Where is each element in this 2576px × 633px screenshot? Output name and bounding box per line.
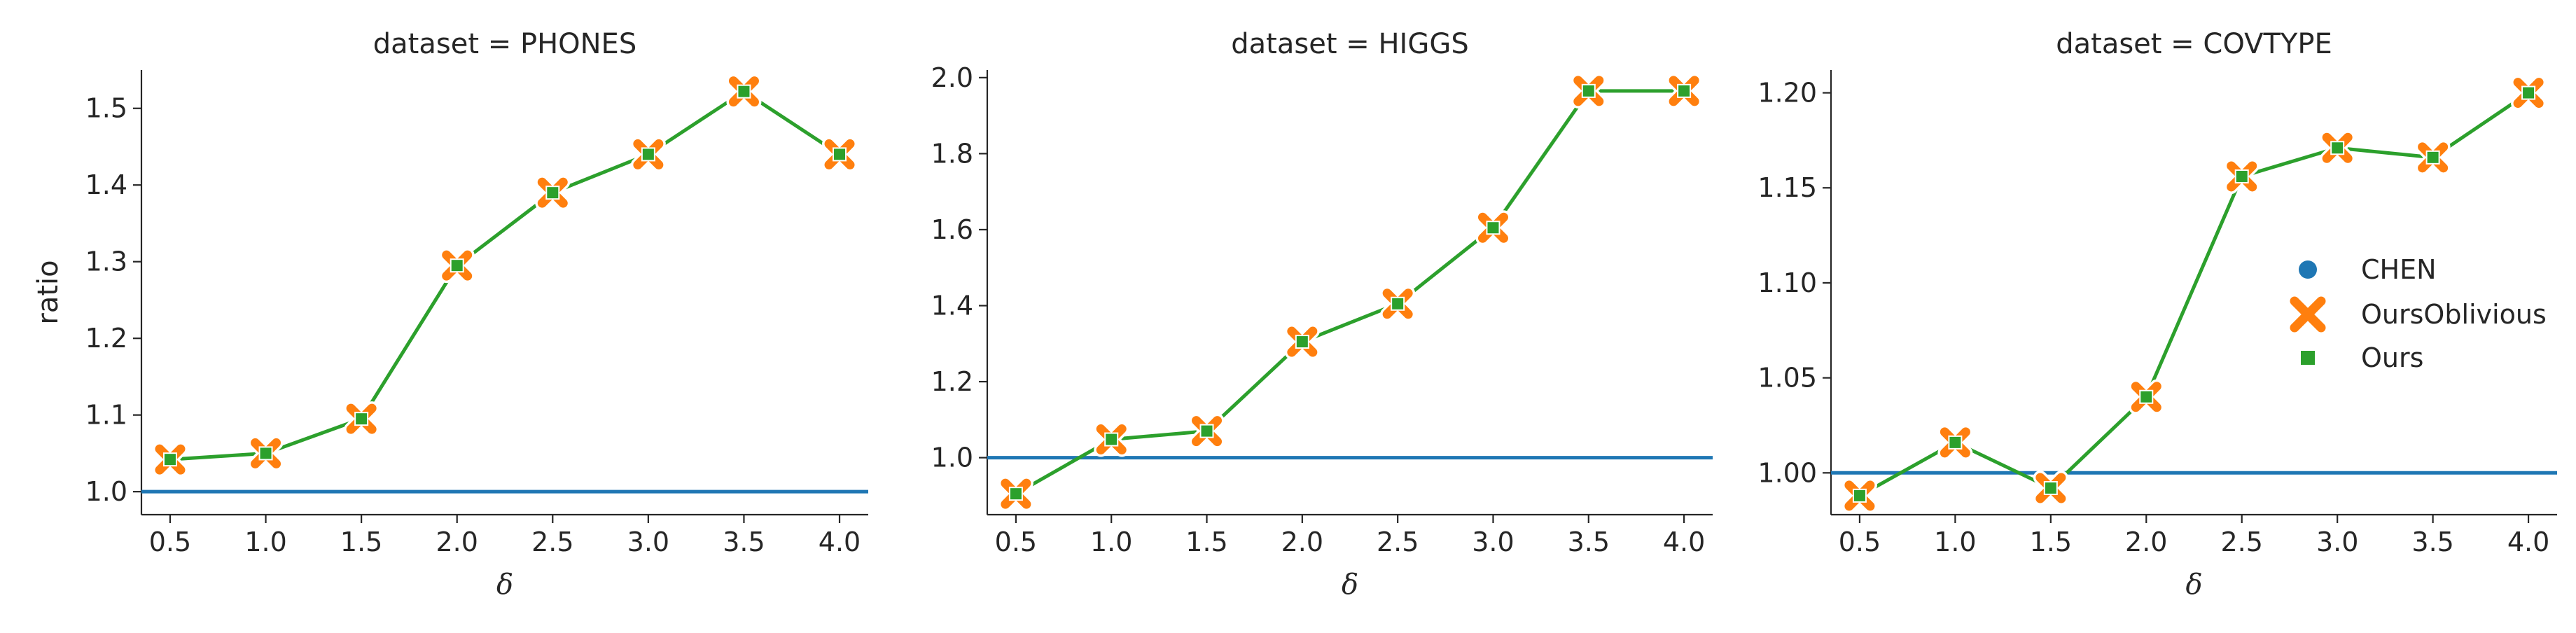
legend: CHEN OursOblivious Ours [2288, 254, 2547, 373]
x-tick-label: 4.0 [2507, 527, 2549, 557]
panel-2: dataset = HIGGS 1.0 1.2 1.4 1.6 1.8 2.0 0.5 1.0 1… [931, 28, 1713, 601]
y-tick-label: 1.05 [1757, 363, 1817, 394]
ours-point [1295, 335, 1309, 349]
x-tick-label: 3.0 [1472, 527, 1514, 557]
panel-title: dataset = HIGGS [1231, 28, 1468, 60]
ours-point [1008, 487, 1023, 501]
y-tick-label: 1.15 [1757, 172, 1817, 203]
y-tick-label: 1.3 [85, 246, 127, 277]
legend-item-ours: Ours [2301, 342, 2423, 373]
y-axis-label: ratio [32, 260, 64, 324]
y-tick-label: 1.2 [931, 366, 973, 397]
ours-point [162, 452, 177, 467]
y-tick-label: 1.20 [1757, 78, 1817, 109]
x-tick-label: 2.0 [436, 527, 478, 557]
x-tick-label: 2.5 [531, 527, 573, 557]
x-tick-label: 2.5 [2221, 527, 2263, 557]
x-tick-label: 1.0 [1090, 527, 1132, 557]
ours-point [2043, 481, 2058, 496]
x-tick-label: 1.0 [244, 527, 286, 557]
y-tick-label: 1.6 [931, 214, 973, 245]
y-tick-label: 1.0 [931, 443, 973, 473]
ours-point [450, 258, 464, 273]
y-tick-label: 1.10 [1757, 267, 1817, 298]
ours-point [1852, 488, 1867, 503]
panel-title: dataset = PHONES [373, 28, 636, 60]
ours-point [1391, 296, 1405, 311]
x-tick-label: 4.0 [1663, 527, 1705, 557]
legend-label: Ours [2361, 342, 2423, 373]
ours-point [1199, 424, 1214, 438]
ours-point [2425, 150, 2440, 165]
y-tick-label: 1.0 [85, 476, 127, 507]
x-tick-label: 0.5 [149, 527, 191, 557]
ours-point [1581, 83, 1596, 98]
panel-title: dataset = COVTYPE [2056, 28, 2332, 60]
legend-label: CHEN [2361, 254, 2437, 285]
ours-point [833, 147, 847, 162]
x-tick-label: 2.0 [2125, 527, 2167, 557]
x-tick-label: 3.5 [2411, 527, 2453, 557]
x-tick-label: 0.5 [1839, 527, 1881, 557]
x-axis-label: δ [1342, 569, 1358, 601]
x-axis-label: δ [2185, 569, 2202, 601]
series-ours-line [1015, 89, 1685, 496]
ours-point [1104, 432, 1119, 447]
ours-point [354, 412, 369, 426]
y-tick-label: 1.4 [85, 169, 127, 200]
y-tick-label: 1.00 [1757, 457, 1817, 488]
x-tick-label: 1.5 [340, 527, 382, 557]
ours-point [2521, 85, 2536, 100]
x-tick-label: 2.5 [1377, 527, 1419, 557]
x-tick-label: 1.0 [1934, 527, 1976, 557]
ours-point [1948, 435, 1963, 450]
legend-item-oursoblivious: OursOblivious [2288, 294, 2547, 335]
x-tick-label: 2.0 [1281, 527, 1323, 557]
ours-point [1677, 83, 1692, 98]
ours-point [545, 186, 560, 200]
panel-3: dataset = COVTYPE 1.00 1.05 1.10 1.15 1.20 0.5… [1757, 28, 2557, 601]
x-tick-label: 3.5 [1568, 527, 1610, 557]
ours-point [2330, 141, 2345, 155]
y-tick-label: 1.8 [931, 138, 973, 169]
panel-1: dataset = PHONES 1.0 1.1 1.2 1.3 1.4 1.5 0.5 1.0… [32, 28, 868, 601]
y-tick-label: 1.1 [85, 400, 127, 431]
y-tick-label: 1.2 [85, 323, 127, 354]
legend-marker-x [2290, 296, 2326, 333]
x-tick-label: 3.0 [627, 527, 669, 557]
y-tick-label: 1.4 [931, 290, 973, 321]
legend-label: OursOblivious [2361, 299, 2547, 330]
legend-marker-circle [2299, 260, 2317, 279]
x-axis-label: δ [496, 569, 513, 601]
series-ours-line [169, 90, 841, 461]
ours-point [258, 446, 273, 461]
y-tick-label: 1.5 [85, 93, 127, 124]
ours-point [2234, 169, 2249, 183]
legend-marker-square [2301, 351, 2315, 365]
ours-point [641, 147, 655, 162]
y-tick-label: 2.0 [931, 62, 973, 93]
ours-point [2139, 389, 2154, 404]
x-tick-label: 3.5 [723, 527, 765, 557]
x-tick-label: 1.5 [2030, 527, 2072, 557]
ours-point [1486, 221, 1501, 235]
ours-point [737, 84, 751, 99]
x-tick-label: 4.0 [819, 527, 861, 557]
x-tick-label: 0.5 [995, 527, 1037, 557]
x-tick-label: 1.5 [1185, 527, 1227, 557]
legend-item-chen: CHEN [2299, 254, 2437, 285]
x-tick-label: 3.0 [2316, 527, 2358, 557]
